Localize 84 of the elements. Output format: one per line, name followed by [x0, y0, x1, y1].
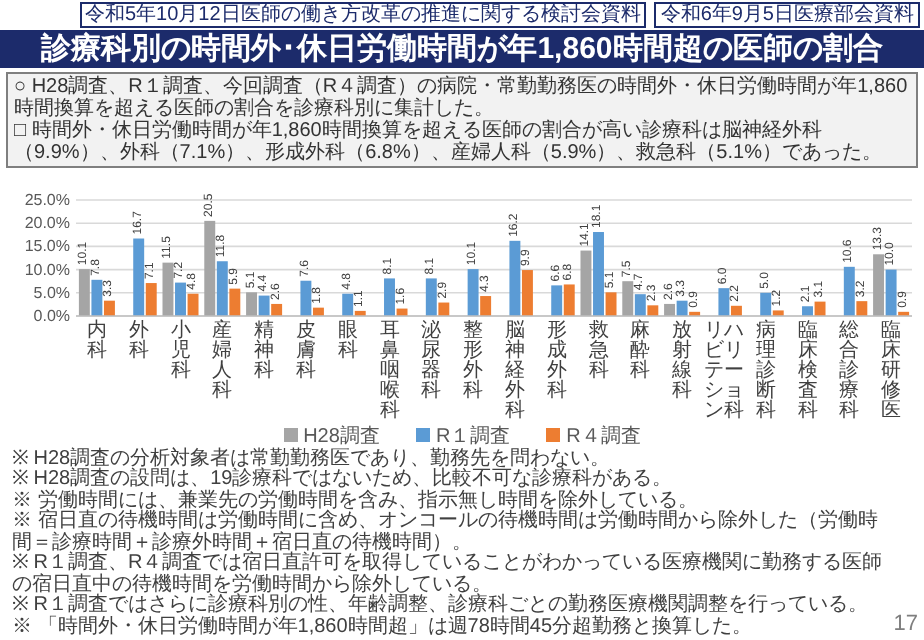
bar	[246, 292, 258, 316]
bar	[622, 281, 634, 316]
bar	[760, 292, 772, 316]
bar	[187, 293, 199, 316]
x-tick-label: 泌尿器科	[420, 320, 442, 402]
x-tick-label: 臨床検査科	[797, 320, 818, 422]
chart-title: 診療科別の時間外･休日労働時間が年1,860時間超の医師の割合	[0, 30, 924, 68]
bar	[856, 301, 868, 316]
bar	[664, 303, 676, 316]
bar	[145, 283, 157, 316]
x-tick-label: リハビリテーション科	[702, 320, 745, 422]
y-tick-label: 20.0%	[24, 214, 70, 233]
bar	[204, 220, 216, 316]
bar	[802, 306, 813, 316]
bar	[78, 269, 90, 316]
text: ※ 宿日直の待機時間は労働時間に含め、オンコールの待機時間は労働時間から除外した（労働時間＝診療時間＋診療外時間＋宿日直の待機時間）。	[12, 510, 878, 553]
x-tick-label: 総合診療科	[838, 320, 860, 422]
bar	[593, 232, 604, 316]
bar	[133, 238, 145, 316]
text: ※ 「時間外・休日労働時間が年1,860時間超」は週78時間45分超勤務と換算した。	[12, 615, 755, 638]
bar	[425, 278, 437, 316]
y-tick-label: 25.0%	[24, 191, 70, 209]
text: ※ H28調査の分析対象者は常勤勤務医であり、勤務先を問わない。	[12, 447, 611, 469]
bar	[772, 310, 784, 316]
bar	[229, 288, 241, 316]
x-tick-label: 小児科	[170, 320, 191, 382]
bar	[467, 269, 479, 316]
x-tick-label: 麻酔科	[629, 320, 651, 382]
legend-label: R１調査	[435, 425, 511, 447]
legend-label: H28調査	[303, 425, 380, 447]
text: ※ R１調査、R４調査では宿日直許可を取得していることがわかっている医療機関に勤務する医師の宿日直中の待機時間を労働時間から除外している。	[12, 552, 884, 595]
bar	[873, 254, 885, 316]
x-tick-label: 放射線科	[671, 320, 693, 402]
bar	[162, 262, 174, 316]
bar	[384, 278, 395, 316]
bar	[634, 294, 646, 316]
x-tick-label: 形成外科	[546, 320, 568, 402]
bar	[480, 296, 492, 316]
text: 令和5年10月12日医師の働き方改革の推進に関する検討会資料	[79, 2, 647, 28]
x-tick-label: 臨床研修医	[880, 320, 902, 422]
bar	[718, 288, 730, 316]
bar	[580, 250, 592, 316]
x-tick-label: 救急科	[588, 320, 609, 382]
text: ※ 労働時間には、兼業先の労働時間を含み、指示無し時間を除外している。	[12, 489, 700, 511]
bar	[271, 303, 283, 316]
bar	[300, 280, 312, 316]
legend-label: R４調査	[566, 425, 641, 447]
y-tick-label: 10.0%	[24, 260, 70, 279]
bar	[342, 293, 354, 316]
bar	[91, 279, 103, 316]
x-tick-label: 皮膚科	[295, 320, 317, 382]
bar	[885, 269, 897, 316]
x-tick-label: 外科	[128, 320, 150, 362]
bar	[843, 266, 855, 316]
text: ○ H28調査、R１調査、今回調査（R４調査）の病院・常勤勤務医の時間外・休日労働時間が年1,860時間換算を超える医師の割合を診療科別に集計した。	[14, 76, 910, 120]
text: ※ R１調査ではさらに診療科別の性、年齢調整、診療科ごとの勤務医療機関調整を行っている。	[12, 594, 870, 616]
y-tick-label: 0.0%	[33, 307, 70, 325]
y-tick-label: 15.0%	[24, 237, 70, 256]
x-tick-label: 内科	[86, 320, 108, 362]
bar	[814, 301, 826, 316]
bar	[258, 295, 270, 316]
bar	[676, 300, 688, 316]
x-tick-label: 脳神経外科	[504, 320, 526, 422]
x-tick-label: 産婦人科	[211, 320, 233, 402]
text: 17	[893, 612, 918, 636]
bar	[175, 282, 186, 316]
bar	[216, 261, 228, 316]
text: □ 時間外・休日労働時間が年1,860時間換算を超える医師の割合が高い診療科は脳神経外科（9.9%）、外科（7.1%）、形成外科（6.8%）、産婦人科（5.9%）、救急科（5.1%）であった。	[14, 120, 884, 164]
text: 令和6年9月5日医療部会資料	[654, 2, 920, 28]
y-tick-label: 5.0%	[33, 283, 70, 302]
x-tick-label: 精神科	[253, 320, 275, 382]
bar	[521, 270, 533, 316]
bar	[103, 300, 115, 316]
text: ※ H28調査の設問は、19診療科ではないため、比較不可な診療科がある。	[12, 468, 675, 490]
bar	[647, 305, 659, 316]
bar	[438, 302, 450, 316]
bar	[509, 240, 521, 316]
x-tick-label: 整形外科	[462, 320, 484, 402]
bar	[605, 292, 617, 316]
bar	[563, 284, 575, 316]
bar	[551, 285, 563, 316]
x-tick-label: 耳鼻咽喉科	[379, 320, 400, 422]
x-tick-label: 病理診断科	[755, 320, 777, 422]
x-tick-label: 眼科	[337, 320, 359, 362]
